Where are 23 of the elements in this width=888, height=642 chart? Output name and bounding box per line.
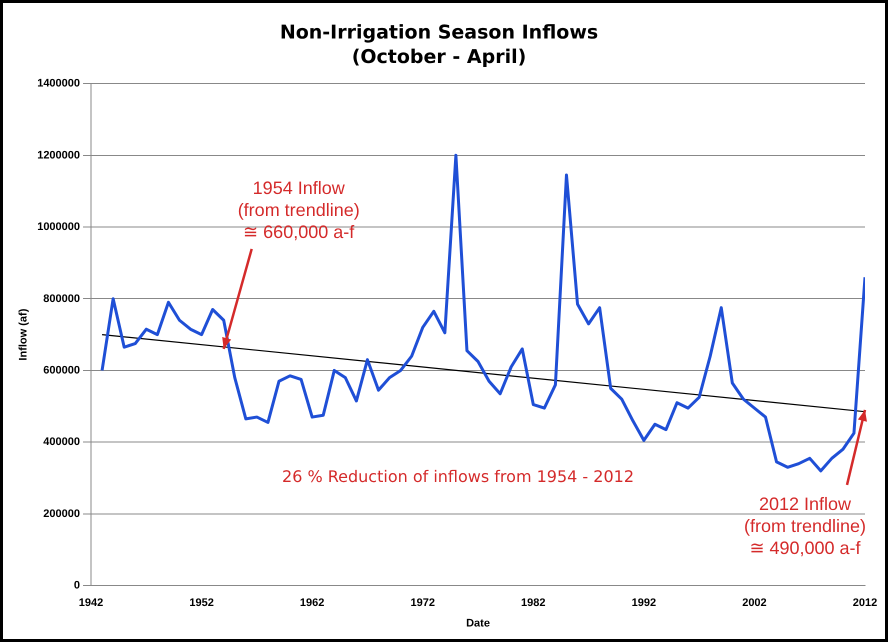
- y-axis-title: Inflow (af): [18, 308, 30, 361]
- y-tick-label: 1200000: [37, 149, 80, 162]
- y-tick-label: 0: [74, 580, 80, 592]
- x-tick-label: 2012: [852, 597, 878, 610]
- y-tick-label: 800000: [43, 292, 80, 305]
- x-tick-label: 1942: [78, 597, 104, 610]
- y-tick-label: 600000: [43, 364, 80, 376]
- chart-subtitle: (October - April): [352, 46, 526, 68]
- x-tick-label: 1982: [521, 597, 546, 610]
- x-tick-label: 2002: [742, 597, 767, 610]
- annotation: 1954 Inflow (from trendline) ≅ 660,000 a-f: [238, 178, 360, 242]
- x-tick-label: 1952: [189, 597, 214, 610]
- annotation: 26 % Reduction of inflows from 1954 - 2012: [282, 466, 634, 486]
- annotation: 2012 Inflow (from trendline) ≅ 490,000 a-f: [744, 494, 866, 558]
- x-tick-label: 1992: [632, 597, 656, 610]
- y-tick-label: 1400000: [37, 78, 80, 90]
- y-tick-label: 400000: [43, 436, 80, 448]
- x-axis-title: Date: [466, 617, 490, 630]
- x-tick-label: 1962: [300, 597, 324, 610]
- x-tick-label: 1972: [410, 597, 435, 610]
- y-tick-label: 200000: [43, 508, 80, 520]
- chart-title: Non-Irrigation Season Inflows: [280, 21, 598, 44]
- y-tick-label: 1000000: [37, 221, 80, 234]
